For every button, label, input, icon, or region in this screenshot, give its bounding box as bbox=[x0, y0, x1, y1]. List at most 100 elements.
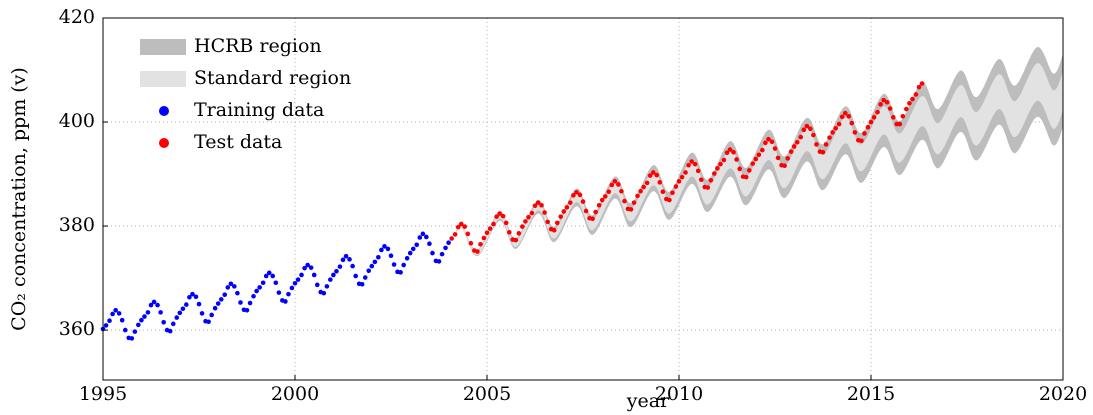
data-point bbox=[667, 197, 672, 203]
data-point bbox=[263, 273, 269, 279]
data-point bbox=[542, 210, 547, 215]
legend-label: Training data bbox=[194, 99, 324, 121]
data-point bbox=[161, 319, 166, 325]
data-point bbox=[535, 200, 541, 205]
data-point bbox=[583, 208, 589, 214]
data-point bbox=[103, 323, 109, 328]
data-point bbox=[452, 232, 458, 237]
data-point bbox=[167, 328, 173, 334]
legend-swatch bbox=[140, 71, 186, 87]
data-point bbox=[712, 171, 717, 176]
data-point bbox=[868, 119, 874, 125]
data-point bbox=[110, 311, 115, 317]
data-point bbox=[852, 130, 858, 135]
data-point bbox=[679, 174, 685, 180]
data-point bbox=[676, 179, 682, 184]
data-point bbox=[391, 262, 397, 267]
data-point bbox=[299, 272, 304, 278]
x-tick-label: 2005 bbox=[463, 383, 511, 405]
data-point bbox=[731, 149, 736, 155]
data-point bbox=[497, 211, 502, 216]
data-point bbox=[635, 193, 640, 199]
data-point bbox=[875, 109, 880, 115]
data-point bbox=[113, 308, 118, 313]
data-point bbox=[481, 235, 487, 241]
x-tick-label: 1995 bbox=[79, 383, 127, 405]
y-tick-label: 380 bbox=[59, 214, 95, 236]
data-point bbox=[232, 284, 237, 289]
data-point bbox=[196, 301, 202, 307]
data-point bbox=[462, 224, 468, 229]
data-point bbox=[743, 174, 749, 180]
data-point bbox=[449, 236, 454, 241]
data-point bbox=[385, 246, 391, 252]
data-point bbox=[785, 156, 790, 161]
data-point bbox=[424, 234, 429, 240]
data-point bbox=[660, 189, 666, 195]
data-point bbox=[734, 157, 739, 162]
data-point bbox=[865, 124, 871, 130]
data-point bbox=[455, 224, 461, 230]
plot-frame bbox=[102, 17, 1064, 381]
data-point bbox=[506, 229, 512, 235]
data-point bbox=[334, 268, 339, 274]
data-point bbox=[638, 188, 643, 194]
data-point bbox=[827, 135, 832, 140]
data-point bbox=[532, 203, 538, 209]
data-point bbox=[750, 161, 756, 166]
data-point bbox=[184, 302, 189, 307]
data-point bbox=[715, 166, 720, 171]
data-point bbox=[708, 177, 714, 183]
x-tick-label: 2015 bbox=[847, 383, 895, 405]
data-point bbox=[439, 251, 445, 257]
data-point bbox=[292, 280, 298, 286]
data-point bbox=[199, 311, 205, 316]
data-point bbox=[180, 306, 186, 312]
data-point bbox=[372, 259, 378, 265]
data-point bbox=[753, 156, 759, 162]
data-point bbox=[238, 300, 243, 305]
data-point bbox=[388, 253, 394, 258]
data-point bbox=[382, 244, 387, 249]
data-point bbox=[427, 241, 432, 247]
data-point bbox=[244, 308, 250, 313]
data-point bbox=[881, 97, 886, 103]
data-point bbox=[122, 327, 128, 333]
data-point bbox=[520, 224, 525, 229]
data-point bbox=[910, 96, 915, 102]
data-point bbox=[343, 253, 349, 259]
data-point bbox=[794, 140, 800, 145]
data-point bbox=[190, 291, 195, 297]
data-point bbox=[599, 197, 605, 203]
data-point bbox=[347, 257, 352, 262]
data-point bbox=[487, 226, 493, 231]
data-point bbox=[359, 281, 365, 287]
data-point bbox=[593, 209, 598, 215]
data-point bbox=[353, 273, 358, 279]
data-point bbox=[657, 180, 663, 185]
x-tick-label: 2000 bbox=[271, 383, 319, 405]
y-axis-label: CO₂ concentration, ppm (v) bbox=[8, 67, 30, 331]
data-point bbox=[577, 192, 583, 198]
data-point bbox=[446, 240, 451, 245]
data-point bbox=[254, 288, 259, 294]
data-point bbox=[673, 184, 679, 189]
data-point bbox=[878, 102, 883, 107]
data-point bbox=[775, 155, 781, 161]
data-point bbox=[718, 161, 723, 167]
data-point bbox=[545, 219, 550, 225]
data-point bbox=[107, 318, 112, 324]
data-point bbox=[410, 246, 416, 252]
data-point bbox=[350, 263, 355, 269]
data-point bbox=[791, 144, 797, 149]
data-point bbox=[129, 336, 135, 341]
data-point bbox=[568, 200, 573, 205]
data-point bbox=[801, 127, 807, 133]
data-point bbox=[564, 205, 570, 210]
data-point bbox=[235, 290, 240, 296]
data-point bbox=[142, 314, 147, 319]
data-point bbox=[478, 241, 483, 247]
data-point bbox=[554, 220, 560, 226]
data-point bbox=[602, 194, 608, 199]
data-point bbox=[571, 193, 576, 198]
